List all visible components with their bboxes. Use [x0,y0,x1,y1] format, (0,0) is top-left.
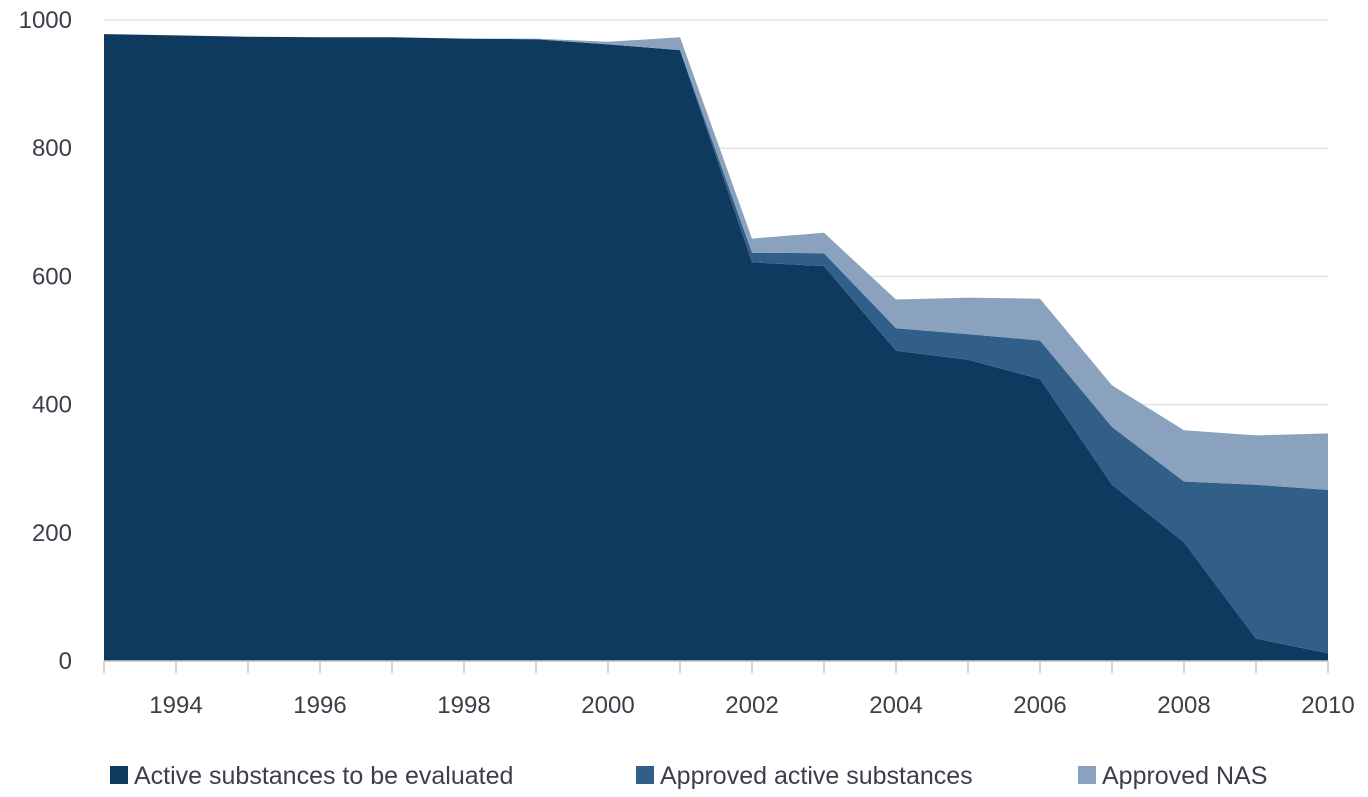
legend-label: Active substances to be evaluated [134,762,513,790]
area-series-1 [104,34,1328,662]
y-tick-label: 400 [32,392,72,419]
x-tick-label: 2008 [1157,692,1210,719]
legend-swatch [1078,766,1096,784]
x-tick-label: 2000 [581,692,634,719]
area-series [104,34,1328,662]
legend-item: Approved NAS [1078,762,1267,790]
legend-swatch [636,766,654,784]
x-tick-label: 2004 [869,692,922,719]
legend-label: Approved active substances [660,762,973,790]
y-tick-label: 200 [32,520,72,547]
legend-item: Active substances to be evaluated [110,762,513,790]
legend-swatch [110,766,128,784]
y-tick-label: 600 [32,263,72,290]
y-axis-tick-labels: 0 200 400 600 800 1000 [19,7,72,675]
x-tick-label: 2002 [725,692,778,719]
y-tick-label: 800 [32,135,72,162]
legend: Active substances to be evaluated Approve… [110,762,1267,790]
x-tick-label: 1996 [293,692,346,719]
axes [103,660,1329,673]
legend-item: Approved active substances [636,762,973,790]
x-tick-label: 1994 [149,692,202,719]
x-tick-label: 2006 [1013,692,1066,719]
y-tick-label: 1000 [19,7,72,34]
legend-label: Approved NAS [1102,762,1267,790]
y-tick-label: 0 [59,648,72,675]
area-series-3 [104,34,1328,490]
x-tick-label: 2010 [1301,692,1354,719]
x-tick-label: 1998 [437,692,490,719]
x-axis-tick-labels: 1994 1996 1998 2000 2002 2004 2006 2008 2010 [149,692,1354,719]
